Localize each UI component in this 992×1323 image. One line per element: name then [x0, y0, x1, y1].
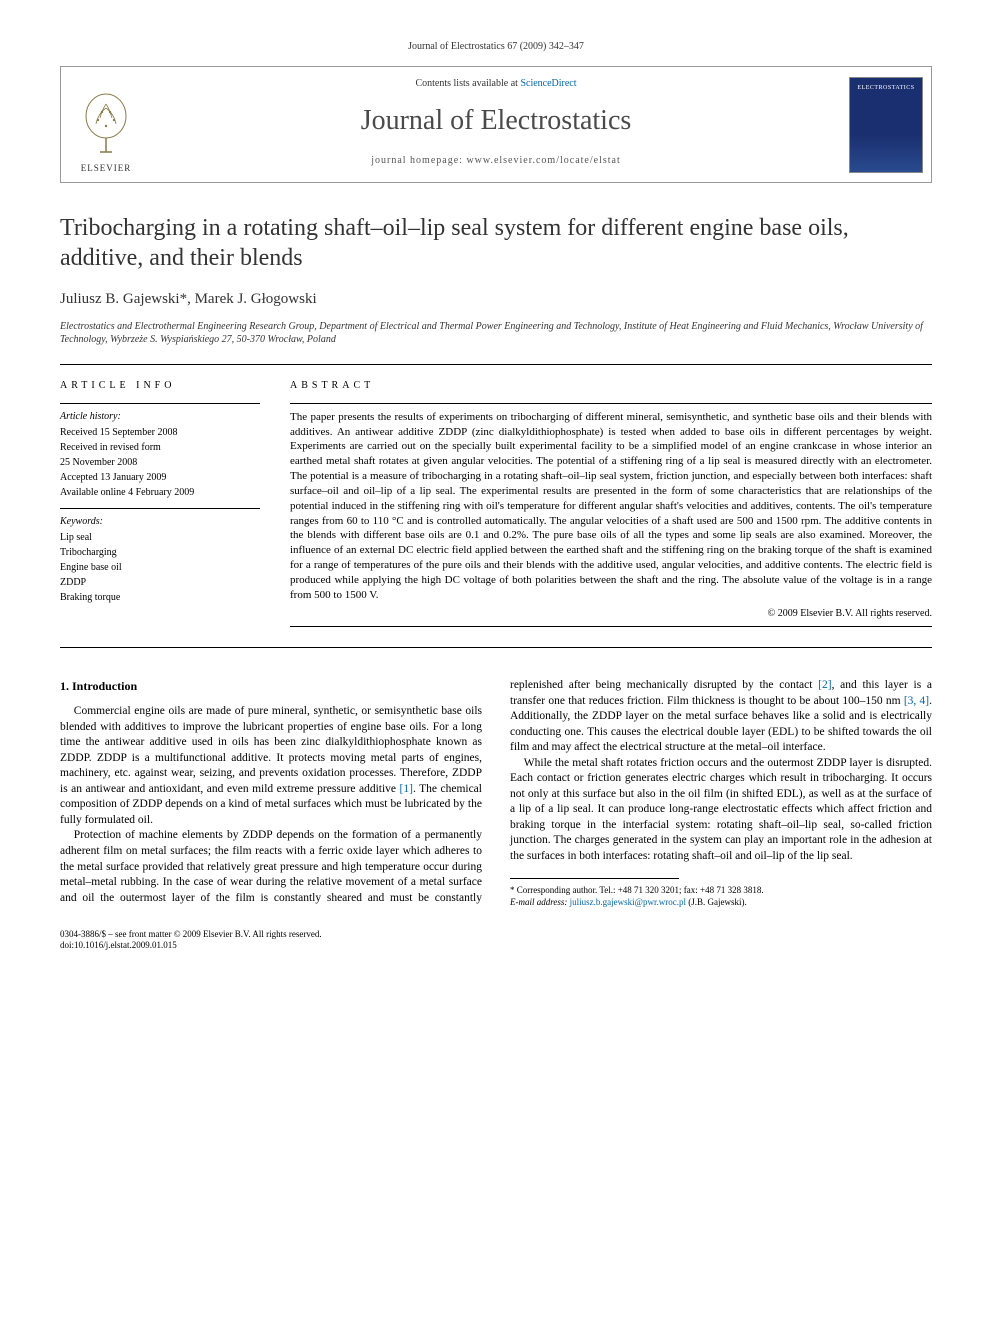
abstract-block: ABSTRACT The paper presents the results … [290, 379, 932, 627]
keyword: Lip seal [60, 531, 260, 545]
abstract-heading: ABSTRACT [290, 379, 932, 393]
corresponding-author: * Corresponding author. Tel.: +48 71 320… [510, 885, 932, 897]
divider [60, 364, 932, 365]
email-label: E-mail address: [510, 897, 570, 907]
info-rule-2 [60, 508, 260, 509]
doi-line: doi:10.1016/j.elstat.2009.01.015 [60, 940, 932, 952]
keyword: ZDDP [60, 576, 260, 590]
footer: 0304-3886/$ – see front matter © 2009 El… [60, 929, 932, 952]
section-heading-intro: 1. Introduction [60, 678, 482, 694]
body-paragraph: Commercial engine oils are made of pure … [60, 704, 482, 828]
journal-homepage: journal homepage: www.elsevier.com/locat… [151, 154, 841, 168]
body-text: Commercial engine oils are made of pure … [60, 705, 482, 795]
body-paragraph: While the metal shaft rotates friction o… [510, 756, 932, 865]
received-date: Received 15 September 2008 [60, 426, 260, 440]
abstract-text: The paper presents the results of experi… [290, 410, 932, 603]
footnote-block: * Corresponding author. Tel.: +48 71 320… [510, 878, 932, 908]
journal-reference: Journal of Electrostatics 67 (2009) 342–… [60, 40, 932, 54]
journal-name: Journal of Electrostatics [151, 101, 841, 140]
abstract-rule [290, 403, 932, 404]
keywords-label: Keywords: [60, 515, 260, 529]
online-date: Available online 4 February 2009 [60, 486, 260, 500]
homepage-url: www.elsevier.com/locate/elstat [466, 155, 620, 166]
revised-date: 25 November 2008 [60, 456, 260, 470]
keyword: Tribocharging [60, 546, 260, 560]
publisher-name: ELSEVIER [81, 162, 132, 175]
abstract-copyright: © 2009 Elsevier B.V. All rights reserved… [290, 607, 932, 621]
elsevier-tree-icon [76, 90, 136, 160]
header-center: Contents lists available at ScienceDirec… [151, 67, 841, 182]
email-tail: (J.B. Gajewski). [686, 897, 747, 907]
info-rule [60, 403, 260, 404]
abstract-rule-bottom [290, 626, 932, 627]
article-info: ARTICLE INFO Article history: Received 1… [60, 379, 260, 627]
cover-thumbnail-block: ELECTROSTATICS [841, 67, 931, 182]
section-divider [60, 647, 932, 648]
affiliation: Electrostatics and Electrothermal Engine… [60, 320, 932, 346]
citation-link[interactable]: [3, 4] [904, 695, 929, 707]
homepage-prefix: journal homepage: [371, 155, 466, 166]
keyword: Engine base oil [60, 561, 260, 575]
sciencedirect-link[interactable]: ScienceDirect [520, 78, 576, 89]
authors: Juliusz B. Gajewski*, Marek J. Głogowski [60, 289, 932, 310]
contents-available: Contents lists available at ScienceDirec… [151, 77, 841, 91]
footnote-separator [510, 878, 679, 879]
info-abstract-row: ARTICLE INFO Article history: Received 1… [60, 379, 932, 627]
keyword: Braking torque [60, 591, 260, 605]
journal-cover-icon: ELECTROSTATICS [849, 77, 923, 173]
journal-header: ELSEVIER Contents lists available at Sci… [60, 66, 932, 183]
citation-link[interactable]: [1] [400, 783, 413, 795]
cover-label: ELECTROSTATICS [857, 84, 914, 92]
front-matter-line: 0304-3886/$ – see front matter © 2009 El… [60, 929, 932, 941]
email-line: E-mail address: juliusz.b.gajewski@pwr.w… [510, 897, 932, 909]
citation-link[interactable]: [2] [818, 679, 831, 691]
history-label: Article history: [60, 410, 260, 424]
article-body: 1. Introduction Commercial engine oils a… [60, 678, 932, 909]
article-info-heading: ARTICLE INFO [60, 379, 260, 393]
revised-label: Received in revised form [60, 441, 260, 455]
contents-prefix: Contents lists available at [415, 78, 520, 89]
publisher-logo-block: ELSEVIER [61, 67, 151, 182]
article-title: Tribocharging in a rotating shaft–oil–li… [60, 213, 932, 273]
accepted-date: Accepted 13 January 2009 [60, 471, 260, 485]
email-link[interactable]: juliusz.b.gajewski@pwr.wroc.pl [570, 897, 686, 907]
